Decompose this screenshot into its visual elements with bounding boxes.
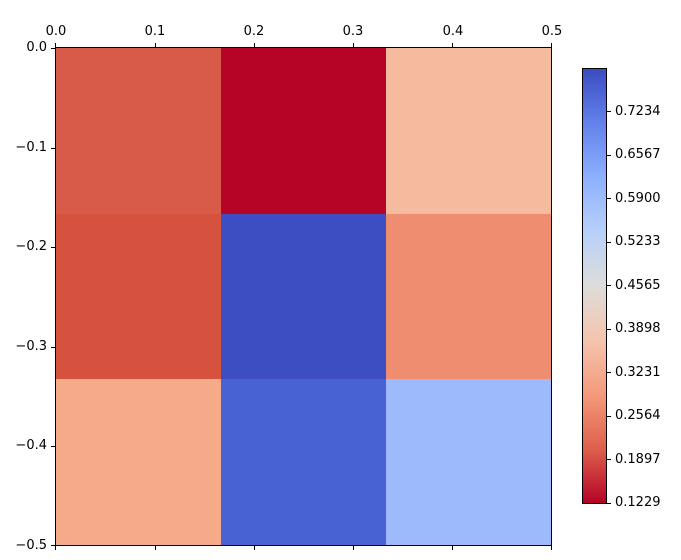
- heatmap-cell-r0c0: [56, 48, 221, 214]
- colorbar-tick-mark: [607, 459, 611, 460]
- y-tick-label: −0.5: [15, 538, 47, 553]
- heatmap-cell-r1c1: [221, 213, 386, 380]
- colorbar-tick-mark: [607, 329, 611, 330]
- y-tick-mark: [51, 545, 55, 546]
- heatmap-cell-r2c0: [56, 379, 221, 545]
- x-tick-mark: [452, 43, 453, 47]
- y-tick-label: −0.3: [15, 339, 47, 354]
- heatmap-cell-r1c2: [386, 213, 551, 380]
- colorbar-tick-label: 0.1897: [615, 452, 661, 467]
- y-tick-label: −0.1: [15, 140, 47, 155]
- colorbar-tick-label: 0.4565: [615, 278, 661, 293]
- y-tick-mark: [51, 247, 55, 248]
- colorbar-tick-label: 0.5233: [615, 234, 661, 249]
- x-tick-mark: [551, 546, 552, 550]
- x-tick-label: 0.2: [243, 24, 265, 39]
- colorbar-tick-mark: [607, 416, 611, 417]
- y-tick-mark: [51, 446, 55, 447]
- x-tick-mark: [155, 43, 156, 47]
- x-tick-mark: [155, 546, 156, 550]
- colorbar-tick-mark: [607, 155, 611, 156]
- x-tick-mark: [254, 43, 255, 47]
- heatmap-cell-r2c2: [386, 379, 551, 545]
- x-tick-label: 0.0: [45, 24, 67, 39]
- colorbar-tick-label: 0.7234: [615, 104, 661, 119]
- colorbar-tick-label: 0.6567: [615, 147, 661, 162]
- colorbar-gradient: [582, 68, 607, 504]
- x-tick-label: 0.3: [342, 24, 364, 39]
- x-tick-label: 0.4: [442, 24, 464, 39]
- y-tick-label: −0.2: [15, 239, 47, 254]
- x-tick-mark: [353, 43, 354, 47]
- colorbar-tick-mark: [607, 111, 611, 112]
- heatmap-cell-r1c0: [56, 213, 221, 380]
- colorbar-tick-label: 0.2564: [615, 408, 661, 423]
- colorbar-tick-mark: [607, 242, 611, 243]
- colorbar-tick-label: 0.3231: [615, 365, 661, 380]
- heatmap-plot-area: [55, 47, 552, 546]
- x-tick-mark: [55, 43, 56, 47]
- y-tick-mark: [51, 148, 55, 149]
- x-tick-mark: [551, 43, 552, 47]
- y-tick-label: −0.4: [15, 438, 47, 453]
- colorbar-tick-mark: [607, 503, 611, 504]
- x-tick-mark: [55, 546, 56, 550]
- heatmap-cell-r2c1: [221, 379, 386, 545]
- x-tick-label: 0.1: [144, 24, 166, 39]
- colorbar-tick-label: 0.5900: [615, 191, 661, 206]
- x-tick-label: 0.5: [541, 24, 563, 39]
- colorbar-tick-mark: [607, 285, 611, 286]
- heatmap-cell-r0c2: [386, 48, 551, 214]
- colorbar-tick-mark: [607, 372, 611, 373]
- x-tick-mark: [254, 546, 255, 550]
- colorbar-tick-label: 0.1229: [615, 495, 661, 510]
- y-tick-label: 0.0: [26, 40, 47, 55]
- x-tick-mark: [452, 546, 453, 550]
- y-tick-mark: [51, 48, 55, 49]
- x-tick-mark: [353, 546, 354, 550]
- y-tick-mark: [51, 347, 55, 348]
- colorbar-tick-mark: [607, 198, 611, 199]
- heatmap-cell-r0c1: [221, 48, 386, 214]
- colorbar-tick-label: 0.3898: [615, 321, 661, 336]
